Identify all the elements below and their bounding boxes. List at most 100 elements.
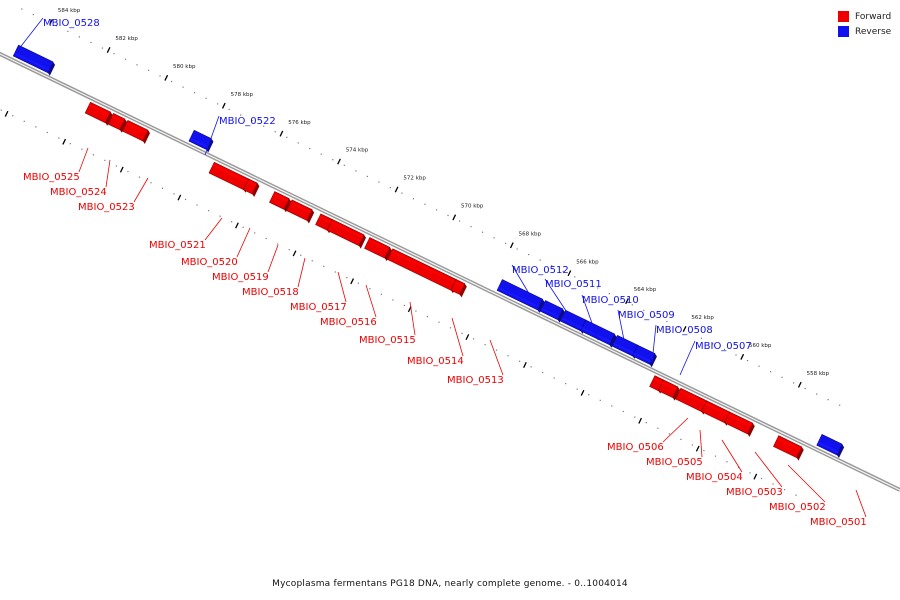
ruler-dot-upper — [481, 231, 484, 233]
ruler-dot-lower — [484, 343, 486, 346]
gene-unlabeled[interactable] — [816, 434, 845, 458]
ruler-dot-lower — [760, 477, 763, 480]
ruler-dot-upper — [228, 108, 230, 111]
ruler-dot-lower — [519, 360, 521, 362]
ruler-tick-mark-lower — [638, 417, 643, 424]
gene-label-mbio_0501[interactable]: MBIO_0501 — [810, 517, 867, 528]
gene-label-mbio_0513[interactable]: MBIO_0513 — [447, 375, 504, 386]
gene-label-mbio_0508[interactable]: MBIO_0508 — [656, 325, 713, 336]
forward-swatch — [838, 11, 849, 22]
gene-label-mbio_0506[interactable]: MBIO_0506 — [607, 442, 664, 453]
label-leader — [489, 339, 504, 376]
ruler-dot-upper — [735, 354, 737, 356]
gene-label-mbio_0509[interactable]: MBIO_0509 — [618, 310, 675, 321]
label-leader — [651, 324, 657, 364]
gene-side — [609, 333, 617, 348]
gene-mbio_0512[interactable] — [496, 279, 545, 313]
ruler-dot-upper — [666, 320, 668, 323]
gene-label-mbio_0505[interactable]: MBIO_0505 — [646, 457, 703, 468]
gene-label-mbio_0523[interactable]: MBIO_0523 — [78, 202, 135, 213]
ruler-dot-upper — [217, 103, 219, 105]
ruler-dot-upper — [274, 131, 276, 133]
gene-label-mbio_0520[interactable]: MBIO_0520 — [181, 257, 238, 268]
gene-mbio_0501[interactable] — [773, 435, 804, 461]
gene-mbio_0523[interactable] — [122, 119, 151, 144]
ruler-dot-lower — [507, 355, 509, 357]
gene-label-mbio_0515[interactable]: MBIO_0515 — [359, 335, 416, 346]
ruler-dot-lower — [472, 338, 475, 340]
ruler-dot-lower — [334, 271, 336, 273]
gene-highlight — [653, 377, 663, 384]
ruler-dot-upper — [539, 259, 541, 261]
gene-mbio_0522[interactable] — [188, 129, 214, 153]
gene-highlight — [817, 441, 839, 454]
gene-mbio_0511[interactable] — [539, 300, 565, 323]
label-leader — [297, 257, 306, 288]
ruler-dot-lower — [81, 148, 83, 150]
label-leader — [78, 147, 89, 173]
gene-label-mbio_0507[interactable]: MBIO_0507 — [695, 341, 752, 352]
ruler-dot-upper — [240, 114, 242, 116]
legend: Forward Reverse — [838, 9, 891, 39]
ruler-tick-mark — [164, 74, 169, 81]
ruler-tick-mark — [509, 242, 514, 249]
gene-highlight — [319, 215, 332, 224]
ruler-tick-mark-lower — [350, 278, 355, 285]
gene-highlight — [704, 402, 729, 416]
gene-mbio_0519[interactable] — [269, 191, 292, 213]
gene-label-mbio_0524[interactable]: MBIO_0524 — [50, 187, 107, 198]
ruler-dot-lower — [542, 371, 544, 374]
gene-mbio_0524[interactable] — [107, 113, 127, 133]
ruler-dot-upper — [585, 281, 587, 284]
gene-mbio_0502[interactable] — [724, 411, 755, 437]
ruler-dot-lower — [323, 265, 325, 268]
gene-highlight — [633, 352, 652, 363]
ruler-tick-label: 576 kbp — [288, 120, 311, 126]
gene-label-mbio_0519[interactable]: MBIO_0519 — [212, 272, 269, 283]
gene-label-mbio_0503[interactable]: MBIO_0503 — [726, 487, 783, 498]
gene-highlight — [272, 193, 289, 203]
gene-label-mbio_0511[interactable]: MBIO_0511 — [545, 279, 602, 290]
ruler-dot-lower — [691, 444, 694, 446]
ruler-dot-lower — [461, 332, 463, 334]
gene-label-mbio_0522[interactable]: MBIO_0522 — [219, 116, 276, 127]
gene-label-mbio_0525[interactable]: MBIO_0525 — [23, 172, 80, 183]
ruler-dot-lower — [311, 260, 313, 262]
gene-label-mbio_0516[interactable]: MBIO_0516 — [320, 317, 377, 328]
ruler-dot-upper — [458, 220, 461, 222]
ruler-dot-upper — [90, 41, 92, 44]
gene-mbio_0515[interactable] — [364, 237, 392, 262]
gene-mbio_0507[interactable] — [632, 344, 657, 368]
gene-mbio_0525[interactable] — [84, 101, 113, 126]
gene-highlight — [88, 104, 110, 116]
gene-label-mbio_0518[interactable]: MBIO_0518 — [242, 287, 299, 298]
gene-label-mbio_0512[interactable]: MBIO_0512 — [512, 265, 569, 276]
gene-side — [358, 234, 366, 249]
gene-label-mbio_0521[interactable]: MBIO_0521 — [149, 240, 206, 251]
gene-mbio_0520[interactable] — [243, 178, 260, 197]
gene-side — [47, 61, 56, 76]
gene-mbio_0505[interactable] — [657, 379, 680, 401]
gene-label-mbio_0504[interactable]: MBIO_0504 — [686, 472, 743, 483]
gene-mbio_0516[interactable] — [326, 219, 366, 249]
ruler-dot-lower — [565, 383, 567, 385]
gene-mbio_0518[interactable] — [286, 199, 315, 224]
ruler-dot-upper — [631, 304, 633, 306]
gene-label-mbio_0510[interactable]: MBIO_0510 — [582, 295, 639, 306]
ruler-dot-upper — [44, 19, 46, 21]
gene-label-mbio_0528[interactable]: MBIO_0528 — [43, 18, 100, 29]
gene-label-mbio_0502[interactable]: MBIO_0502 — [769, 502, 826, 513]
label-leader — [754, 451, 783, 488]
ruler-dot-upper — [412, 198, 415, 200]
ruler-tick-label: 578 kbp — [231, 92, 254, 98]
gene-mbio_0528[interactable] — [12, 44, 56, 76]
gene-highlight — [126, 122, 148, 134]
ruler-dot-lower — [23, 120, 25, 122]
gene-label-mbio_0517[interactable]: MBIO_0517 — [290, 302, 347, 313]
ruler-tick-mark — [682, 325, 687, 332]
gene-mbio_0513[interactable] — [450, 279, 467, 298]
ruler-dot-lower — [288, 249, 290, 251]
ruler-dot-lower — [254, 232, 256, 234]
gene-label-mbio_0514[interactable]: MBIO_0514 — [407, 356, 464, 367]
